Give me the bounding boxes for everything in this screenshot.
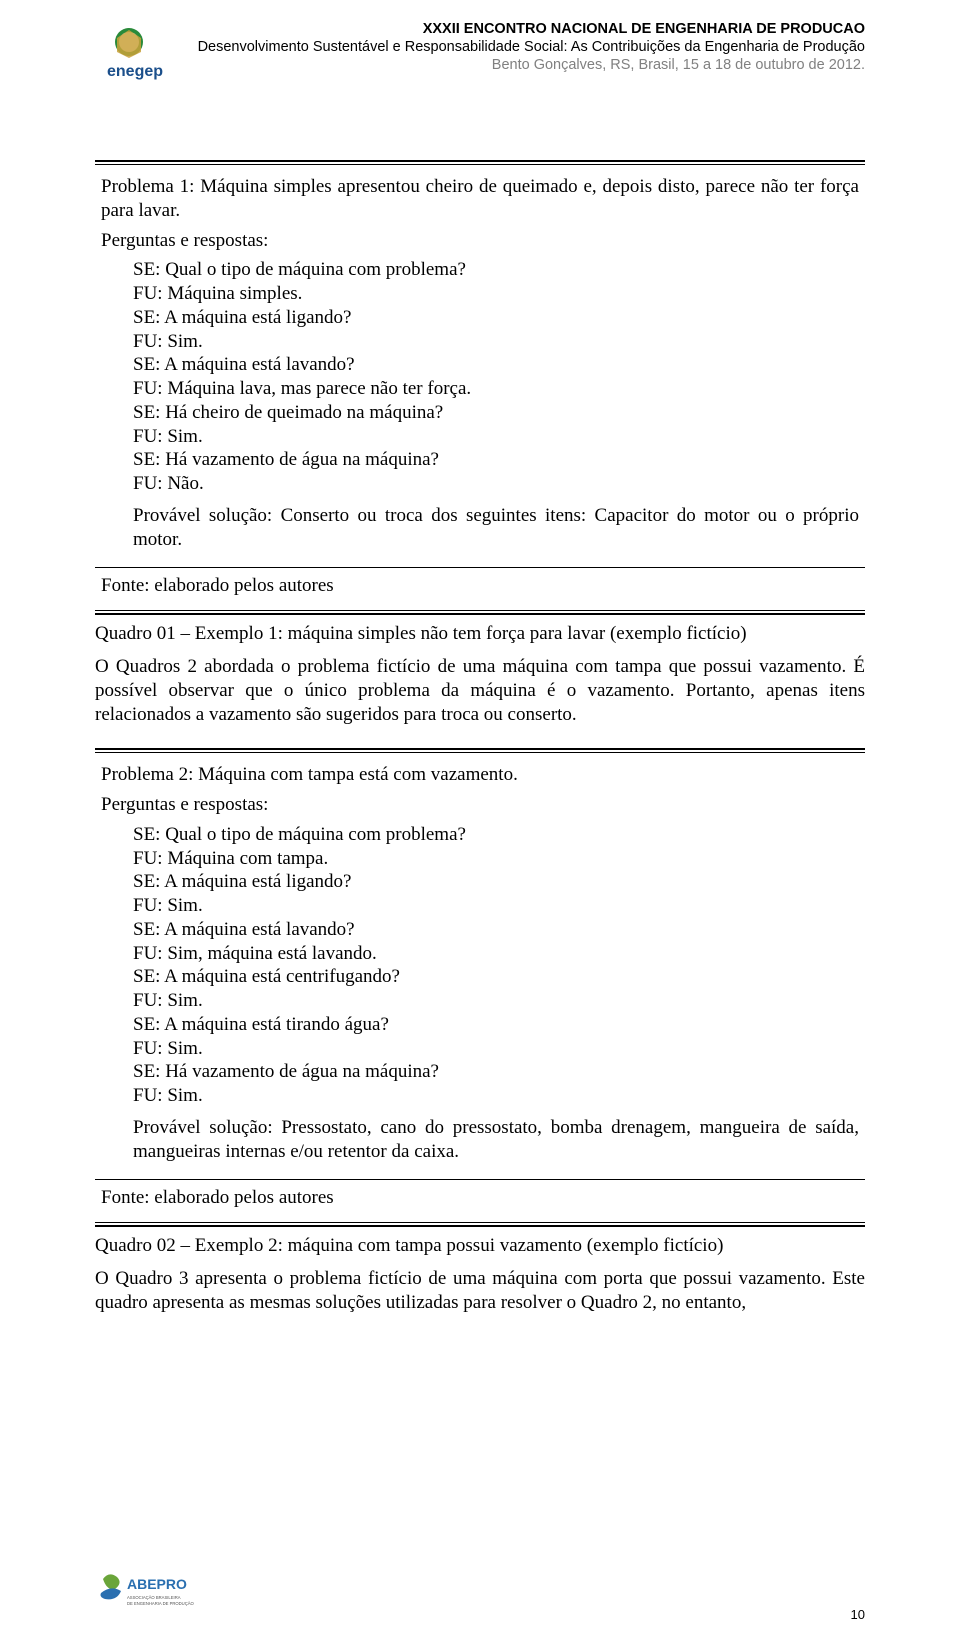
qa-line: SE: Qual o tipo de máquina com problema? (133, 823, 859, 847)
qa-line: SE: A máquina está centrifugando? (133, 965, 859, 989)
page: enegep XXXII ENCONTRO NACIONAL DE ENGENH… (0, 0, 960, 1644)
qa-list-2: SE: Qual o tipo de máquina com problema?… (101, 823, 859, 1164)
header-subtitle: Desenvolvimento Sustentável e Responsabi… (185, 38, 865, 56)
qa-line: FU: Sim, máquina está lavando. (133, 942, 859, 966)
rule (95, 613, 865, 615)
qa-line: FU: Não. (133, 472, 859, 496)
quadro-2: Problema 2: Máquina com tampa está com v… (95, 748, 865, 1227)
svg-text:DE ENGENHARIA DE PRODUÇÃO: DE ENGENHARIA DE PRODUÇÃO (127, 1601, 195, 1606)
closing-paragraph: O Quadro 3 apresenta o problema fictício… (95, 1267, 865, 1315)
fonte-2: Fonte: elaborado pelos autores (101, 1186, 859, 1210)
quadro-1-caption: Quadro 01 – Exemplo 1: máquina simples n… (95, 623, 865, 645)
qa-line: FU: Máquina com tampa. (133, 847, 859, 871)
qa-line: FU: Sim. (133, 894, 859, 918)
qa-line: FU: Máquina lava, mas parece não ter for… (133, 377, 859, 401)
qa-line: FU: Sim. (133, 1037, 859, 1061)
abepro-logo: ABEPRO ASSOCIAÇÃO BRASILEIRA DE ENGENHAR… (95, 1569, 205, 1622)
qa-line: FU: Máquina simples. (133, 282, 859, 306)
qa-line: SE: Há cheiro de queimado na máquina? (133, 401, 859, 425)
rule (95, 160, 865, 162)
enegep-logo: enegep (95, 20, 175, 90)
perguntas-label: Perguntas e respostas: (101, 229, 859, 253)
qa-line: FU: Sim. (133, 989, 859, 1013)
qa-list-1: SE: Qual o tipo de máquina com problema?… (101, 258, 859, 551)
qa-line: SE: Há vazamento de água na máquina? (133, 1060, 859, 1084)
qa-line: SE: A máquina está tirando água? (133, 1013, 859, 1037)
qa-line: FU: Sim. (133, 425, 859, 449)
qa-line: SE: Qual o tipo de máquina com problema? (133, 258, 859, 282)
problema-2: Problema 2: Máquina com tampa está com v… (101, 763, 859, 787)
page-footer: ABEPRO ASSOCIAÇÃO BRASILEIRA DE ENGENHAR… (95, 1569, 865, 1622)
enegep-logo-icon: enegep (99, 24, 171, 86)
abepro-logo-icon: ABEPRO ASSOCIAÇÃO BRASILEIRA DE ENGENHAR… (95, 1569, 205, 1617)
quadro-1: Problema 1: Máquina simples apresentou c… (95, 160, 865, 615)
quadro-2-caption: Quadro 02 – Exemplo 2: máquina com tampa… (95, 1235, 865, 1257)
qa-line: SE: A máquina está lavando? (133, 918, 859, 942)
intermediate-paragraph: O Quadros 2 abordada o problema fictício… (95, 655, 865, 726)
header-title: XXXII ENCONTRO NACIONAL DE ENGENHARIA DE… (185, 20, 865, 38)
rule (95, 1222, 865, 1223)
qa-line: SE: A máquina está ligando? (133, 306, 859, 330)
qa-line: SE: A máquina está lavando? (133, 353, 859, 377)
solucao-1: Provável solução: Conserto ou troca dos … (101, 505, 859, 550)
header-location: Bento Gonçalves, RS, Brasil, 15 a 18 de … (185, 56, 865, 74)
fonte-1: Fonte: elaborado pelos autores (101, 574, 859, 598)
qa-line: FU: Sim. (133, 1084, 859, 1108)
qa-line: SE: A máquina está ligando? (133, 870, 859, 894)
perguntas-label: Perguntas e respostas: (101, 793, 859, 817)
rule (95, 1225, 865, 1227)
logo-text: enegep (107, 63, 163, 80)
qa-line: FU: Sim. (133, 330, 859, 354)
header-text: XXXII ENCONTRO NACIONAL DE ENGENHARIA DE… (175, 20, 865, 74)
problema-1: Problema 1: Máquina simples apresentou c… (101, 175, 859, 223)
page-header: enegep XXXII ENCONTRO NACIONAL DE ENGENH… (95, 20, 865, 90)
svg-text:ASSOCIAÇÃO BRASILEIRA: ASSOCIAÇÃO BRASILEIRA (127, 1595, 181, 1600)
qa-line: SE: Há vazamento de água na máquina? (133, 448, 859, 472)
solucao-2: Provável solução: Pressostato, cano do p… (101, 1117, 859, 1162)
rule (95, 748, 865, 750)
rule (95, 610, 865, 611)
page-number: 10 (851, 1607, 865, 1622)
svg-text:ABEPRO: ABEPRO (127, 1576, 187, 1592)
